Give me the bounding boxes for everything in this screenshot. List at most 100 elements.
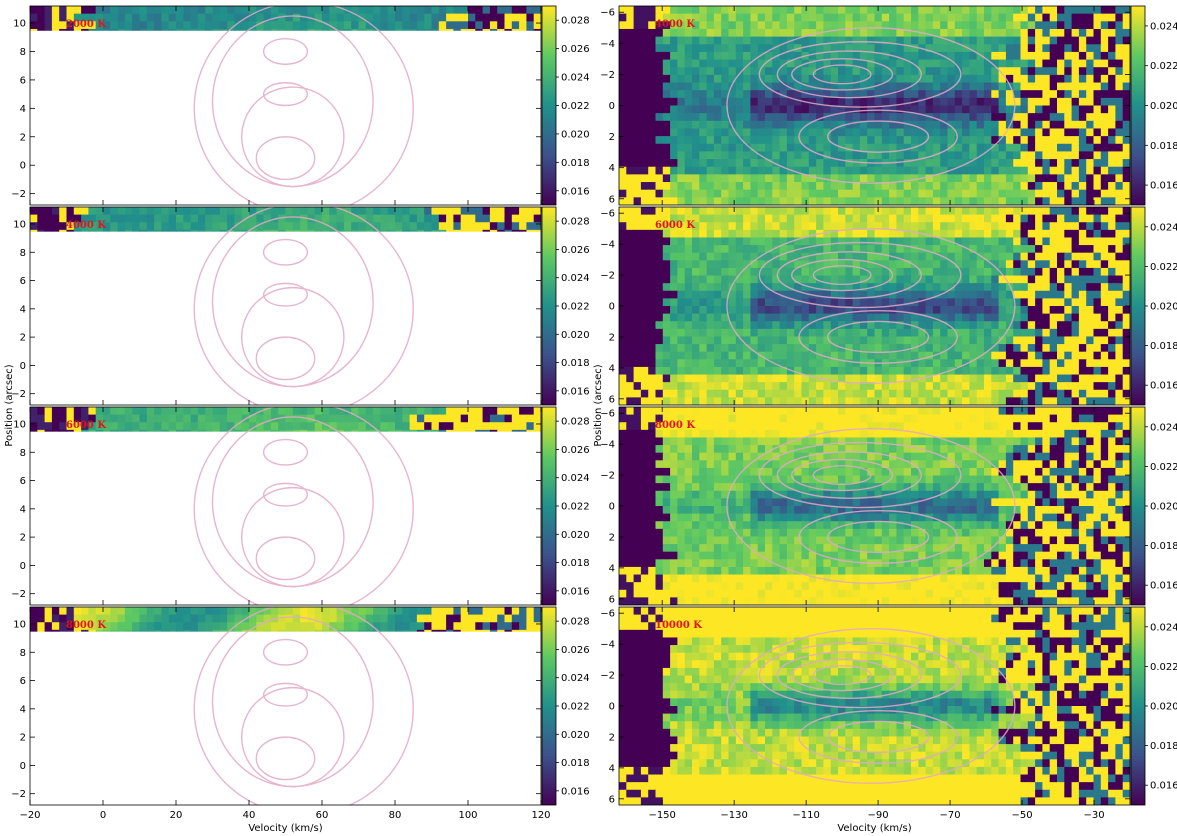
colorbar-tick-label: 0.020 — [561, 129, 590, 140]
colorbar-tick-label: 0.016 — [1150, 181, 1177, 192]
temperature-label: 2000 K — [66, 19, 106, 30]
colorbar-tick-label: 0.022 — [561, 702, 590, 713]
y-tick-label: 4 — [609, 363, 615, 374]
y-tick-label: 6 — [20, 75, 26, 86]
colorbar: 0.016 0.018 0.020 0.022 0.024 0.026 0.028 — [541, 206, 590, 406]
colorbar-tick-label: 0.020 — [1150, 502, 1177, 513]
colorbar-tick-label: 0.028 — [561, 217, 590, 228]
right-x-axis-label: Velocity (km/s) — [837, 823, 911, 834]
y-tick-label: 6 — [609, 794, 615, 805]
y-tick-label: 8 — [20, 47, 26, 58]
colorbar-tick-label: 0.026 — [561, 445, 590, 456]
y-tick-label: 2 — [609, 732, 615, 743]
left-x-tick-label: 20 — [170, 810, 183, 821]
y-tick-label: −6 — [600, 609, 615, 620]
left-x-tick-label: 120 — [531, 810, 550, 821]
left-x-tick-label: 40 — [243, 810, 256, 821]
y-tick-label: 4 — [20, 304, 26, 315]
right-x-tick-label: −150 — [648, 810, 675, 821]
y-tick-label: −4 — [600, 640, 615, 651]
colorbar-tick-label: 0.026 — [561, 44, 590, 55]
colorbar-tick-label: 0.020 — [1150, 302, 1177, 313]
colorbar-tick-label: 0.026 — [561, 645, 590, 656]
temperature-label: 4000 K — [66, 220, 106, 231]
y-tick-label: −4 — [600, 240, 615, 251]
y-tick-label: 0 — [609, 702, 615, 713]
colorbar: 0.016 0.018 0.020 0.022 0.024 — [1130, 5, 1177, 206]
heatmap-image — [30, 407, 541, 605]
y-tick-label: −2 — [11, 189, 26, 200]
axes-frame — [29, 606, 542, 806]
temperature-label: 8000 K — [66, 620, 106, 631]
y-tick-label: 8 — [20, 448, 26, 459]
contours — [726, 427, 1016, 585]
colorbar: 0.016 0.018 0.020 0.022 0.024 0.026 0.028 — [541, 5, 590, 206]
right-panel-3: −6 −4 −2 0 2 4 6 8000 K 0.016 0.018 0.020 0.022 0.02… — [600, 406, 1177, 606]
right-x-tick-label: −90 — [868, 810, 889, 821]
colorbar-tick-label: 0.018 — [561, 558, 590, 569]
y-tick-label: −2 — [600, 271, 615, 282]
heatmap-image — [30, 6, 541, 205]
right-panel-2: −6 −4 −2 0 2 4 6 6000 K 0.016 0.018 0.020 0.022 0.02… — [600, 206, 1177, 406]
y-tick-label: 10 — [13, 19, 26, 30]
colorbar-tick-label: 0.016 — [1150, 381, 1177, 392]
contours — [726, 27, 1016, 184]
right-x-tick-label: −50 — [1011, 810, 1032, 821]
colorbar-tick-label: 0.022 — [1150, 61, 1177, 72]
y-tick-label: −6 — [600, 8, 615, 19]
y-tick-label: 4 — [609, 563, 615, 574]
y-tick-label: −4 — [600, 440, 615, 451]
y-tick-label: 0 — [20, 561, 26, 572]
colorbar-tick-label: 0.018 — [561, 158, 590, 169]
temperature-label: 6000 K — [655, 220, 695, 231]
axes-frame — [29, 5, 542, 206]
y-tick-label: −6 — [600, 209, 615, 220]
axes-frame — [29, 206, 542, 406]
colorbar-tick-label: 0.022 — [1150, 462, 1177, 473]
contours — [193, 407, 414, 605]
right-x-tick-label: −30 — [1083, 810, 1104, 821]
left-x-tick-label: 80 — [389, 810, 402, 821]
colorbar-tick-label: 0.020 — [1150, 702, 1177, 713]
colorbar-tick-label: 0.022 — [1150, 662, 1177, 673]
heatmap-image — [619, 607, 1130, 805]
y-tick-label: 6 — [609, 394, 615, 405]
colorbar-tick-label: 0.024 — [1150, 622, 1177, 633]
colorbar-tick-label: 0.022 — [561, 101, 590, 112]
colorbar-tick-label: 0.024 — [561, 673, 590, 684]
y-tick-label: −4 — [600, 39, 615, 50]
colorbar-tick-label: 0.024 — [561, 473, 590, 484]
y-tick-label: 6 — [609, 194, 615, 205]
left-x-tick-label: 100 — [458, 810, 477, 821]
colorbar-tick-label: 0.016 — [561, 386, 590, 397]
colorbar: 0.016 0.018 0.020 0.022 0.024 — [1130, 406, 1177, 606]
y-tick-label: 4 — [20, 104, 26, 115]
colorbar-tick-label: 0.020 — [561, 530, 590, 541]
temperature-label: 4000 K — [655, 19, 695, 30]
colorbar-tick-label: 0.024 — [561, 73, 590, 84]
heatmap-image — [619, 407, 1130, 605]
y-tick-label: 10 — [13, 219, 26, 230]
y-tick-label: 4 — [20, 704, 26, 715]
left-panel-4: −2 0 2 4 6 8 10 8000 K 0.016 0.018 0.020 0.022 0.024… — [11, 606, 590, 806]
y-tick-label: −2 — [11, 389, 26, 400]
y-tick-label: 2 — [20, 733, 26, 744]
y-tick-label: 4 — [609, 763, 615, 774]
colorbar-tick-label: 0.016 — [1150, 581, 1177, 592]
y-tick-label: 0 — [20, 161, 26, 172]
y-tick-label: −2 — [600, 471, 615, 482]
colorbar-tick-label: 0.018 — [1150, 341, 1177, 352]
colorbar-tick-label: 0.024 — [1150, 21, 1177, 32]
colorbar-tick-label: 0.018 — [1150, 141, 1177, 152]
left-x-tick-label: −20 — [19, 810, 40, 821]
colorbar-tick-label: 0.016 — [1150, 781, 1177, 792]
y-tick-label: 2 — [609, 332, 615, 343]
colorbar-tick-label: 0.022 — [561, 302, 590, 313]
heatmap-image — [619, 207, 1130, 405]
colorbar-tick-label: 0.018 — [1150, 541, 1177, 552]
right-x-tick-label: −130 — [720, 810, 747, 821]
heatmap-image — [30, 207, 541, 405]
y-tick-label: 2 — [609, 532, 615, 543]
